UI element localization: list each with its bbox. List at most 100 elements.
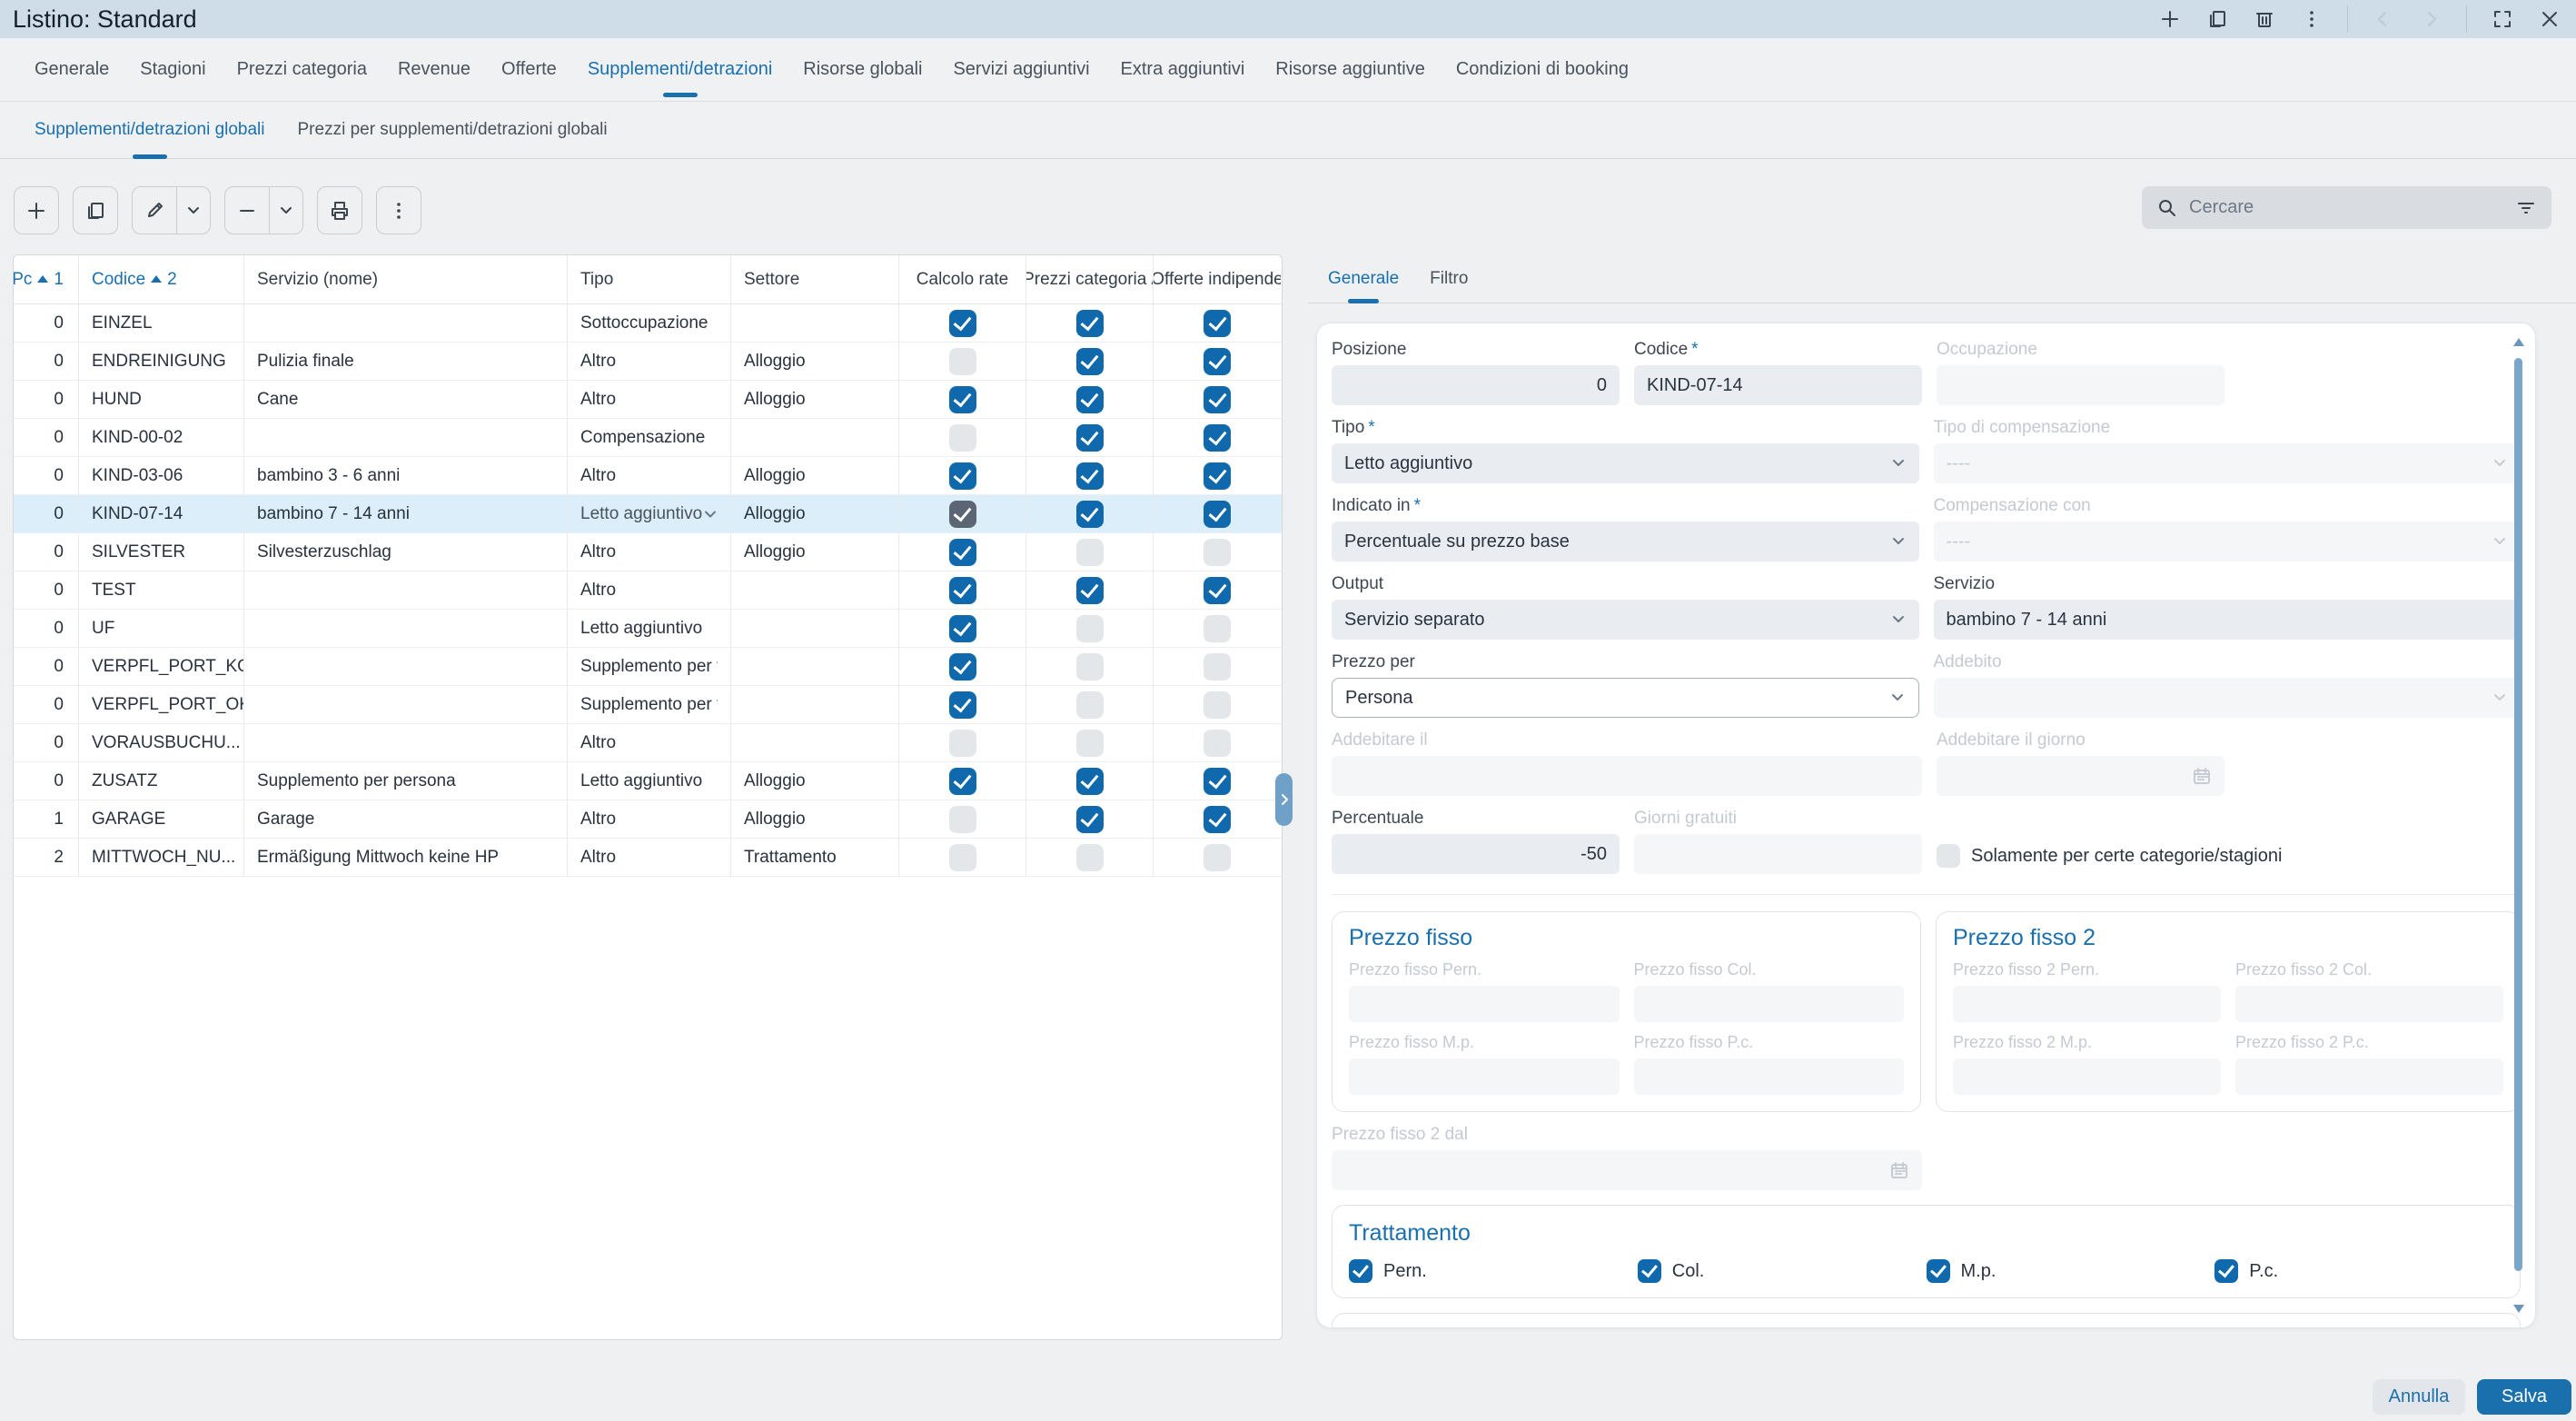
calcolo-rate-checkbox[interactable] [948, 614, 976, 642]
panel-expand-handle[interactable] [1275, 773, 1293, 826]
prezzo-per-select[interactable]: Persona [1332, 678, 1919, 718]
offerte-indipendenti-checkbox[interactable] [1204, 423, 1231, 452]
prezzi-categoria-checkbox[interactable] [1075, 309, 1104, 337]
prezzi-categoria-checkbox[interactable] [1075, 538, 1104, 566]
prezzi-categoria-checkbox[interactable] [1075, 462, 1104, 490]
chevron-down-icon[interactable] [703, 507, 718, 522]
detail-tab[interactable]: Filtro [1430, 268, 1469, 288]
table-row[interactable]: 0 UF Letto aggiuntivo [14, 610, 1282, 648]
main-tab[interactable]: Risorse globali [803, 59, 923, 79]
filter-icon[interactable] [2515, 197, 2537, 219]
table-row[interactable]: 0 KIND-03-06 bambino 3 - 6 anni Altro Al… [14, 457, 1282, 495]
trattamento-checkbox[interactable] [1637, 1259, 1661, 1283]
column-header-offerte-indipendenti[interactable]: Offerte indipende [1154, 269, 1281, 289]
offerte-indipendenti-checkbox[interactable] [1204, 538, 1231, 566]
main-tab[interactable]: Generale [35, 59, 110, 79]
solo-categorie-checkbox[interactable] [1937, 844, 1960, 868]
cancel-button[interactable]: Annulla [2373, 1379, 2465, 1415]
prezzi-categoria-checkbox[interactable] [1075, 576, 1104, 604]
occupazione-input[interactable] [1949, 374, 2212, 396]
calcolo-rate-checkbox[interactable] [948, 385, 976, 413]
offerte-indipendenti-checkbox[interactable] [1204, 347, 1231, 375]
calcolo-rate-checkbox[interactable] [948, 576, 976, 604]
calcolo-rate-checkbox[interactable] [948, 538, 976, 566]
prezzi-categoria-checkbox[interactable] [1075, 500, 1104, 528]
prezzi-categoria-checkbox[interactable] [1075, 843, 1104, 871]
column-header-servizio[interactable]: Servizio (nome) [244, 255, 568, 303]
calcolo-rate-checkbox[interactable] [948, 347, 976, 375]
table-row[interactable]: 0 VERPFL_PORT_OK Supplemento per tra [14, 686, 1282, 724]
main-tab[interactable]: Revenue [397, 59, 471, 79]
offerte-indipendenti-checkbox[interactable] [1204, 500, 1231, 528]
column-header-pc[interactable]: Pc 1 [14, 255, 79, 303]
codice-input[interactable] [1647, 374, 1909, 396]
kebab-menu-icon[interactable] [2300, 7, 2323, 31]
offerte-indipendenti-checkbox[interactable] [1204, 462, 1231, 490]
offerte-indipendenti-checkbox[interactable] [1204, 843, 1231, 871]
calcolo-rate-checkbox[interactable] [948, 652, 976, 681]
table-row[interactable]: 0 ENDREINIGUNG Pulizia finale Altro Allo… [14, 343, 1282, 381]
prezzi-categoria-checkbox[interactable] [1075, 347, 1104, 375]
remove-button[interactable] [225, 187, 269, 234]
column-header-tipo[interactable]: Tipo [568, 255, 731, 303]
trattamento-checkbox[interactable] [1926, 1259, 1950, 1283]
table-row[interactable]: 1 GARAGE Garage Altro Alloggio [14, 800, 1282, 839]
table-row[interactable]: 0 VERPFL_PORT_KO Supplemento per tra [14, 648, 1282, 686]
scrollbar-thumb[interactable] [2514, 358, 2522, 1271]
offerte-indipendenti-checkbox[interactable] [1204, 614, 1231, 642]
output-select[interactable]: Servizio separato [1332, 600, 1919, 640]
table-row[interactable]: 0 TEST Altro [14, 571, 1282, 610]
prezzi-categoria-checkbox[interactable] [1075, 614, 1104, 642]
table-row[interactable]: 0 EINZEL Sottoccupazione [14, 304, 1282, 343]
calcolo-rate-checkbox[interactable] [948, 767, 976, 795]
calcolo-rate-checkbox[interactable] [948, 843, 976, 871]
column-header-calcolo-rate[interactable]: Calcolo rate [899, 255, 1026, 303]
servizio-input[interactable] [1946, 609, 2508, 631]
main-tab[interactable]: Risorse aggiuntive [1275, 59, 1425, 79]
prezzi-categoria-checkbox[interactable] [1075, 767, 1104, 795]
search-input[interactable] [2189, 197, 2515, 218]
table-row[interactable]: 0 ZUSATZ Supplemento per persona Letto a… [14, 762, 1282, 800]
sub-tab[interactable]: Prezzi per supplementi/detrazioni global… [297, 120, 608, 139]
prezzi-categoria-checkbox[interactable] [1075, 385, 1104, 413]
trattamento-checkbox[interactable] [1349, 1259, 1372, 1283]
scroll-down-icon[interactable] [2513, 1305, 2524, 1313]
duplicate-row-button[interactable] [73, 186, 118, 234]
table-row[interactable]: 0 KIND-00-02 Compensazione [14, 419, 1282, 457]
main-tab[interactable]: Condizioni di booking [1455, 59, 1629, 79]
prezzi-categoria-checkbox[interactable] [1075, 423, 1104, 452]
back-icon[interactable] [2372, 7, 2395, 31]
more-actions-button[interactable] [376, 186, 421, 234]
main-tab[interactable]: Supplementi/detrazioni [588, 38, 772, 101]
fullscreen-icon[interactable] [2491, 7, 2514, 31]
table-row[interactable]: 0 KIND-07-14 bambino 7 - 14 anni Letto a… [14, 495, 1282, 533]
calcolo-rate-checkbox[interactable] [948, 691, 976, 719]
table-row[interactable]: 2 MITTWOCH_NU... Ermäßigung Mittwoch kei… [14, 839, 1282, 877]
offerte-indipendenti-checkbox[interactable] [1204, 309, 1231, 337]
sub-tab[interactable]: Supplementi/detrazioni globali [35, 102, 265, 158]
table-row[interactable]: 0 HUND Cane Altro Alloggio [14, 381, 1282, 419]
main-tab[interactable]: Extra aggiuntivi [1120, 59, 1245, 79]
offerte-indipendenti-checkbox[interactable] [1204, 691, 1231, 719]
offerte-indipendenti-checkbox[interactable] [1204, 385, 1231, 413]
main-tab[interactable]: Servizi aggiuntivi [953, 59, 1090, 79]
percentuale-input[interactable] [1344, 843, 1607, 865]
add-row-button[interactable] [14, 186, 59, 234]
column-header-codice[interactable]: Codice 2 [79, 255, 244, 303]
offerte-indipendenti-checkbox[interactable] [1204, 652, 1231, 681]
remove-dropdown-chevron-icon[interactable] [269, 187, 302, 234]
calcolo-rate-checkbox[interactable] [948, 805, 976, 833]
main-tab[interactable]: Prezzi categoria [236, 59, 367, 79]
tipo-select[interactable]: Letto aggiuntivo [1332, 443, 1919, 483]
calcolo-rate-checkbox[interactable] [948, 309, 976, 337]
main-tab[interactable]: Stagioni [140, 59, 206, 79]
prezzi-categoria-checkbox[interactable] [1075, 652, 1104, 681]
indicato-in-select[interactable]: Percentuale su prezzo base [1332, 522, 1919, 561]
offerte-indipendenti-checkbox[interactable] [1204, 805, 1231, 833]
main-tab[interactable]: Offerte [501, 59, 557, 79]
print-button[interactable] [317, 186, 362, 234]
column-header-prezzi-categoria[interactable]: Prezzi categoria / [1026, 255, 1154, 303]
offerte-indipendenti-checkbox[interactable] [1204, 767, 1231, 795]
calcolo-rate-checkbox[interactable] [948, 729, 976, 757]
calcolo-rate-checkbox[interactable] [948, 500, 976, 528]
